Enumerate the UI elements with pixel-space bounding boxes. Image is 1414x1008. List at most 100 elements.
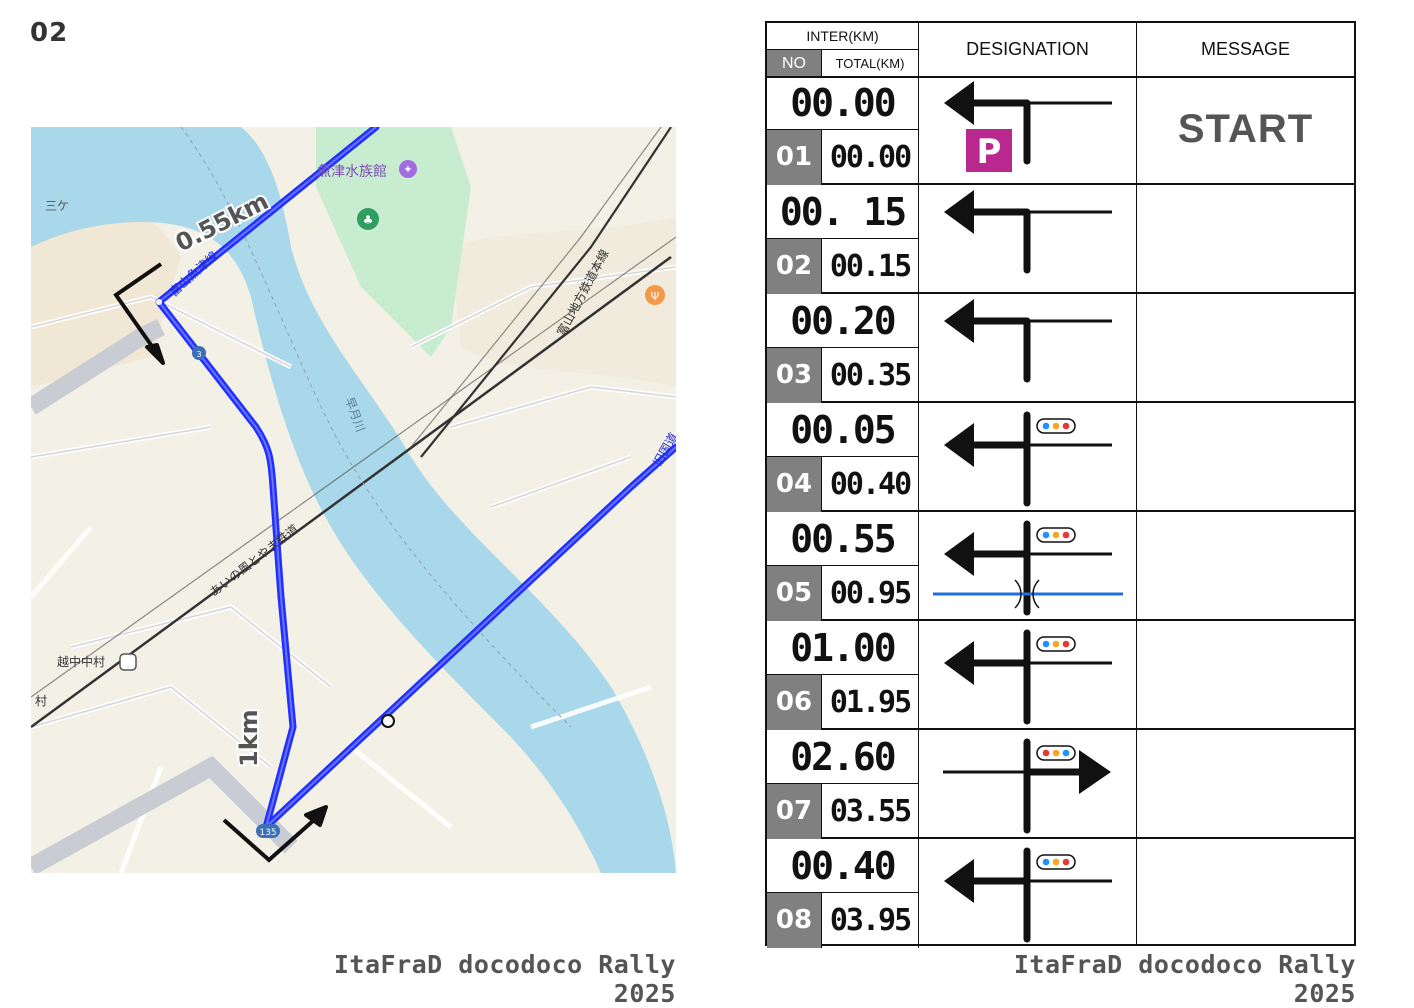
inter-km: 02.60 (767, 730, 919, 784)
aquarium-icon[interactable] (399, 160, 417, 178)
total-km: 00.40 (822, 457, 919, 512)
inter-km: 01.00 (767, 621, 919, 675)
tulip-diagram (919, 403, 1137, 510)
header-message: MESSAGE (1200, 39, 1291, 59)
roadbook-row: 00.00 01 00.00 P START (767, 76, 1354, 185)
footer-title-left: ItaFraD docodoco Rally 2025 (333, 950, 676, 1008)
waypoint-marker (381, 714, 395, 728)
total-km: 01.95 (822, 675, 919, 730)
turn-arrow-1 (113, 262, 163, 354)
tulip-diagram (919, 621, 1137, 728)
tulip-diagram (919, 185, 1137, 292)
restaurant-icon[interactable] (645, 285, 665, 305)
svg-text:Ψ: Ψ (651, 290, 660, 303)
tulip-svg (944, 629, 1112, 725)
traffic-signal-icon (1036, 527, 1076, 543)
traffic-signal-icon (1036, 418, 1076, 434)
instruction-number: 03 (767, 348, 822, 403)
route-3-shield: 3 (196, 350, 201, 359)
tulip-svg (944, 190, 1112, 274)
instruction-number: 02 (767, 239, 822, 294)
roadbook-row: 00.20 03 00.35 (767, 294, 1354, 403)
river-water (31, 127, 676, 873)
tulip-diagram (919, 839, 1137, 946)
svg-text:✦: ✦ (403, 163, 412, 176)
inter-km: 00.55 (767, 512, 919, 566)
message-cell (1137, 839, 1354, 946)
header-inter: INTER(KM) (767, 23, 919, 50)
inter-km: 00.20 (767, 294, 919, 348)
instruction-number: 07 (767, 784, 822, 839)
roadbook-row: 00. 15 02 00.15 (767, 185, 1354, 294)
message-cell (1137, 294, 1354, 401)
tulip-svg (944, 411, 1112, 507)
park-area (316, 127, 471, 357)
tulip-diagram (919, 730, 1137, 837)
roadbook-table: INTER(KM) NO TOTAL(KM) DESIGNATION MESSA… (765, 21, 1356, 948)
message-cell (1137, 730, 1354, 837)
header-designation: DESIGNATION (919, 23, 1137, 76)
railway-chiho (420, 127, 672, 458)
roadbook-row: 00.40 08 03.95 (767, 839, 1354, 948)
instruction-number: 06 (767, 675, 822, 730)
left-arrow-head (944, 81, 974, 125)
message-cell (1137, 512, 1354, 619)
total-km: 00.15 (822, 239, 919, 294)
total-km: 00.35 (822, 348, 919, 403)
total-km: 03.95 (822, 893, 919, 948)
right-arrow-head (1079, 750, 1111, 794)
inter-km: 00.05 (767, 403, 919, 457)
total-km: 00.00 (822, 130, 919, 185)
instruction-number: 08 (767, 893, 822, 948)
left-arrow-head (944, 299, 974, 343)
message-cell: START (1177, 107, 1314, 151)
header-total: TOTAL(KM) (822, 50, 919, 76)
left-arrow-head (944, 423, 974, 467)
tulip-diagram (919, 512, 1137, 619)
roadbook-row: 01.00 06 01.95 (767, 621, 1354, 730)
left-arrow-head (944, 532, 974, 576)
tulip-svg (943, 738, 1111, 834)
traffic-signal-icon (1036, 854, 1076, 870)
traffic-signal-icon (1036, 745, 1076, 761)
village-label: 村 (35, 694, 47, 708)
tulip-svg (944, 847, 1112, 943)
tulip-diagram (919, 294, 1137, 401)
roadbook-header: INTER(KM) NO TOTAL(KM) DESIGNATION MESSA… (767, 23, 1354, 78)
station-icon[interactable] (119, 653, 137, 671)
left-arrow-head (944, 641, 974, 685)
tulip-svg (933, 520, 1123, 616)
header-no: NO (767, 50, 822, 76)
left-arrow-head (944, 190, 974, 234)
railway-ainokaze (31, 255, 672, 729)
total-km: 00.95 (822, 566, 919, 621)
route-135-shield: 135 (259, 828, 276, 838)
distance-label-1km: 1km (235, 709, 263, 767)
tulip-svg (944, 299, 1112, 383)
inter-km: 00. 15 (767, 185, 919, 239)
inter-km: 00.00 (767, 76, 919, 130)
message-cell (1137, 185, 1354, 292)
park-tree-icon (357, 208, 379, 230)
route-map[interactable]: 3 135 ✦ 魚津水族館 ♣ Ψ 三ケ 越中中村 村 富山魚津線 富山地方鉄道… (31, 127, 676, 873)
left-arrow-head (944, 859, 974, 903)
message-cell (1137, 403, 1354, 510)
page-number: 02 (30, 18, 69, 48)
footer-title-right: ItaFraD docodoco Rally 2025 (1013, 950, 1356, 1008)
instruction-number: 01 (767, 130, 822, 185)
tulip-diagram: P (919, 76, 1137, 183)
roadbook-row: 00.05 04 00.40 (767, 403, 1354, 512)
message-cell (1137, 621, 1354, 728)
svg-text:♣: ♣ (363, 213, 374, 227)
bridge-icon (1014, 579, 1040, 609)
district-sanke-label: 三ケ (45, 199, 69, 213)
total-km: 03.55 (822, 784, 919, 839)
turn-arrow-2 (222, 818, 316, 863)
roadbook-row: 02.60 07 03.55 (767, 730, 1354, 839)
parking-icon (966, 129, 1012, 172)
roadbook-row: 00.55 05 00.95 (767, 512, 1354, 621)
station-etchu-nakamura-label: 越中中村 (57, 654, 105, 669)
tulip-svg: P (944, 81, 1112, 172)
inter-km: 00.40 (767, 839, 919, 893)
instruction-number: 04 (767, 457, 822, 512)
